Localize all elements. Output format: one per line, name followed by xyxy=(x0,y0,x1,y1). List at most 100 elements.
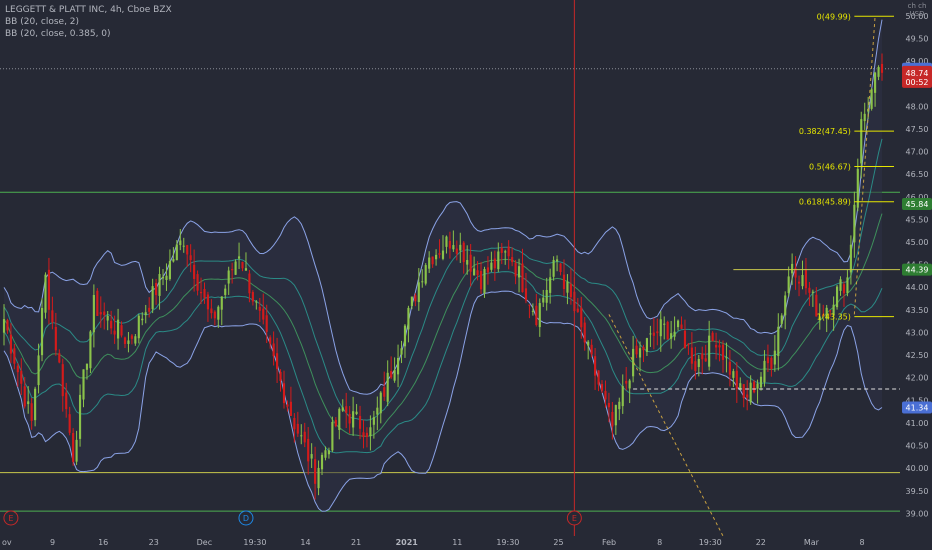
candle-body[interactable] xyxy=(324,450,327,458)
candle-body[interactable] xyxy=(600,384,604,391)
candle-body[interactable] xyxy=(103,311,106,316)
candle-body[interactable] xyxy=(110,320,113,329)
candle-body[interactable] xyxy=(286,404,289,407)
candle-body[interactable] xyxy=(282,383,286,404)
candle-body[interactable] xyxy=(842,284,846,294)
candle-body[interactable] xyxy=(196,274,199,291)
candle-body[interactable] xyxy=(753,381,756,393)
candle-body[interactable] xyxy=(656,331,659,334)
candle-body[interactable] xyxy=(314,459,317,484)
candle-body[interactable] xyxy=(414,295,417,302)
candle-body[interactable] xyxy=(732,371,735,378)
candle-body[interactable] xyxy=(687,343,690,345)
candle-body[interactable] xyxy=(265,315,268,332)
candle-body[interactable] xyxy=(511,257,514,263)
candle-body[interactable] xyxy=(151,286,154,310)
candle-body[interactable] xyxy=(296,423,299,434)
candle-body[interactable] xyxy=(428,257,431,269)
candle-body[interactable] xyxy=(846,277,849,294)
candle-body[interactable] xyxy=(721,344,725,360)
candle-body[interactable] xyxy=(116,319,120,339)
candle-body[interactable] xyxy=(352,411,355,428)
candle-body[interactable] xyxy=(144,312,147,316)
candle-body[interactable] xyxy=(72,433,75,462)
candle-body[interactable] xyxy=(175,244,178,261)
candle-body[interactable] xyxy=(849,244,852,273)
candle-body[interactable] xyxy=(372,417,375,425)
candle-body[interactable] xyxy=(469,254,472,272)
candle-body[interactable] xyxy=(231,269,234,271)
candle-body[interactable] xyxy=(804,270,808,289)
candle-body[interactable] xyxy=(666,321,669,340)
candle-body[interactable] xyxy=(777,326,780,357)
candle-body[interactable] xyxy=(448,240,451,249)
candle-body[interactable] xyxy=(320,454,324,470)
candle-body[interactable] xyxy=(701,353,704,360)
candle-body[interactable] xyxy=(794,268,797,278)
candle-body[interactable] xyxy=(161,276,165,279)
symbol-title[interactable]: LEGGETT & PLATT INC, 4h, Cboe BZX xyxy=(5,5,172,15)
candle-body[interactable] xyxy=(628,380,631,389)
candle-body[interactable] xyxy=(500,247,503,253)
candle-body[interactable] xyxy=(611,411,614,427)
candle-body[interactable] xyxy=(365,432,369,437)
candle-body[interactable] xyxy=(251,292,254,302)
candle-body[interactable] xyxy=(797,281,801,284)
candle-body[interactable] xyxy=(670,333,673,339)
candle-body[interactable] xyxy=(445,236,448,247)
candle-body[interactable] xyxy=(407,307,410,330)
candle-body[interactable] xyxy=(718,345,721,348)
candle-body[interactable] xyxy=(137,315,140,339)
candle-body[interactable] xyxy=(514,262,517,277)
price-tag[interactable] xyxy=(902,263,932,276)
candle-body[interactable] xyxy=(880,63,884,73)
candle-body[interactable] xyxy=(307,438,310,462)
candle-body[interactable] xyxy=(562,274,566,290)
candle-body[interactable] xyxy=(652,332,655,336)
candle-body[interactable] xyxy=(815,294,818,317)
candle-body[interactable] xyxy=(206,294,210,310)
candle-body[interactable] xyxy=(386,372,389,402)
candle-body[interactable] xyxy=(528,304,531,306)
bb-indicator-1-label[interactable]: BB (20, close, 2) xyxy=(5,17,80,27)
candle-body[interactable] xyxy=(766,357,770,364)
candle-body[interactable] xyxy=(168,260,171,280)
candle-body[interactable] xyxy=(403,325,407,347)
candle-body[interactable] xyxy=(645,338,649,352)
candle-body[interactable] xyxy=(44,274,47,313)
candle-body[interactable] xyxy=(521,263,524,293)
candle-body[interactable] xyxy=(441,250,445,259)
candle-body[interactable] xyxy=(155,282,158,296)
candle-body[interactable] xyxy=(742,384,745,399)
bb-indicator-2-label[interactable]: BB (20, close, 0.385, 0) xyxy=(5,29,111,39)
candle-body[interactable] xyxy=(659,319,662,337)
candle-body[interactable] xyxy=(597,370,600,385)
candle-body[interactable] xyxy=(818,316,821,321)
candle-body[interactable] xyxy=(379,392,382,414)
candle-body[interactable] xyxy=(179,240,182,246)
candle-body[interactable] xyxy=(590,344,593,355)
candle-body[interactable] xyxy=(293,418,296,430)
candle-body[interactable] xyxy=(853,204,856,243)
candle-body[interactable] xyxy=(735,370,738,389)
candle-body[interactable] xyxy=(504,251,507,253)
candle-body[interactable] xyxy=(113,330,116,335)
candle-body[interactable] xyxy=(784,295,787,316)
candle-body[interactable] xyxy=(348,413,351,424)
candle-body[interactable] xyxy=(825,307,828,319)
candle-body[interactable] xyxy=(431,256,434,265)
candle-body[interactable] xyxy=(680,324,683,329)
candle-body[interactable] xyxy=(486,267,490,273)
candle-body[interactable] xyxy=(85,363,89,370)
candle-body[interactable] xyxy=(552,259,555,277)
candle-body[interactable] xyxy=(396,357,400,375)
candle-body[interactable] xyxy=(234,261,237,275)
candle-body[interactable] xyxy=(199,291,203,294)
candle-body[interactable] xyxy=(801,274,804,287)
candle-body[interactable] xyxy=(421,281,424,283)
candle-body[interactable] xyxy=(27,401,30,405)
candle-body[interactable] xyxy=(272,343,275,357)
candle-body[interactable] xyxy=(241,261,244,269)
candle-body[interactable] xyxy=(704,358,707,362)
